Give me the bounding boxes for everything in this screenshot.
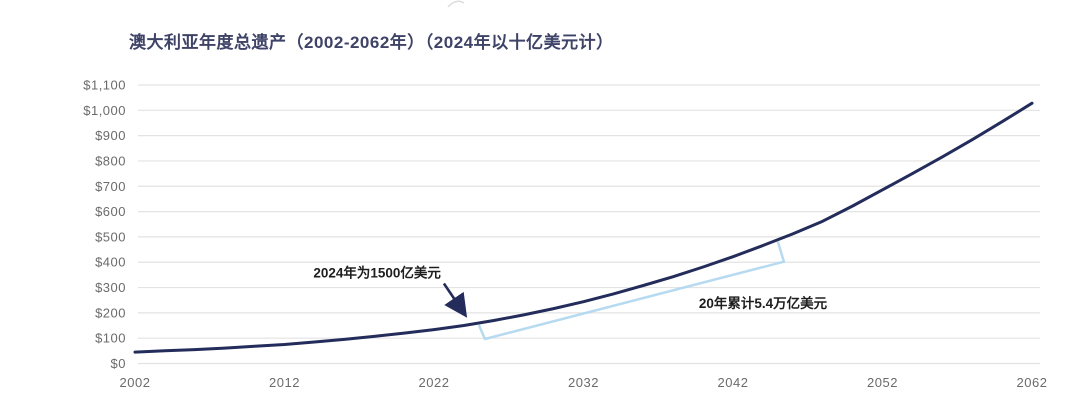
gridlines-group — [138, 84, 1040, 365]
x-axis-tick-label: 2042 — [718, 375, 749, 390]
x-axis-tick-label: 2032 — [568, 375, 599, 390]
y-axis-tick-label: $0 — [111, 356, 126, 371]
x-axis-tick-label: 2052 — [867, 375, 898, 390]
y-axis-tick-label: $700 — [95, 179, 126, 194]
top-edge-artifact — [447, 0, 465, 8]
inheritance-curve — [133, 101, 1034, 354]
y-axis-tick-label: $600 — [95, 204, 126, 219]
annotations-group: 2024年为1500亿美元 20年累计5.4万亿美元 — [313, 241, 828, 341]
y-axis-labels-group: $0 $100 $200 $300 $400 $500 $600 $700 $800 $900 $1… — [83, 78, 126, 372]
y-axis-tick-label: $300 — [95, 280, 126, 295]
annotation-2024-label: 2024年为1500亿美元 — [313, 265, 441, 281]
y-axis-tick-label: $900 — [95, 128, 126, 143]
y-axis-tick-label: $400 — [95, 255, 126, 270]
y-axis-tick-label: $500 — [95, 229, 126, 244]
x-axis-tick-label: 2062 — [1017, 375, 1048, 390]
y-axis-tick-label: $1,100 — [83, 78, 126, 93]
y-axis-tick-label: $1,000 — [83, 103, 126, 118]
x-axis-tick-label: 2002 — [120, 375, 151, 390]
cumulative-bracket — [477, 241, 786, 341]
y-axis-tick-label: $800 — [95, 153, 126, 168]
x-axis-labels-group: 2002 2012 2022 2032 2042 2052 2062 — [120, 375, 1048, 390]
bracket-label: 20年累计5.4万亿美元 — [699, 295, 828, 311]
x-axis-tick-label: 2022 — [419, 375, 450, 390]
annotation-arrow — [442, 282, 468, 318]
x-axis-tick-label: 2012 — [269, 375, 300, 390]
y-axis-tick-label: $200 — [95, 305, 126, 320]
series-group — [133, 101, 1034, 354]
y-axis-tick-label: $100 — [95, 331, 126, 346]
chart-title: 澳大利亚年度总遗产（2002-2062年）（2024年以十亿美元计） — [129, 33, 614, 52]
